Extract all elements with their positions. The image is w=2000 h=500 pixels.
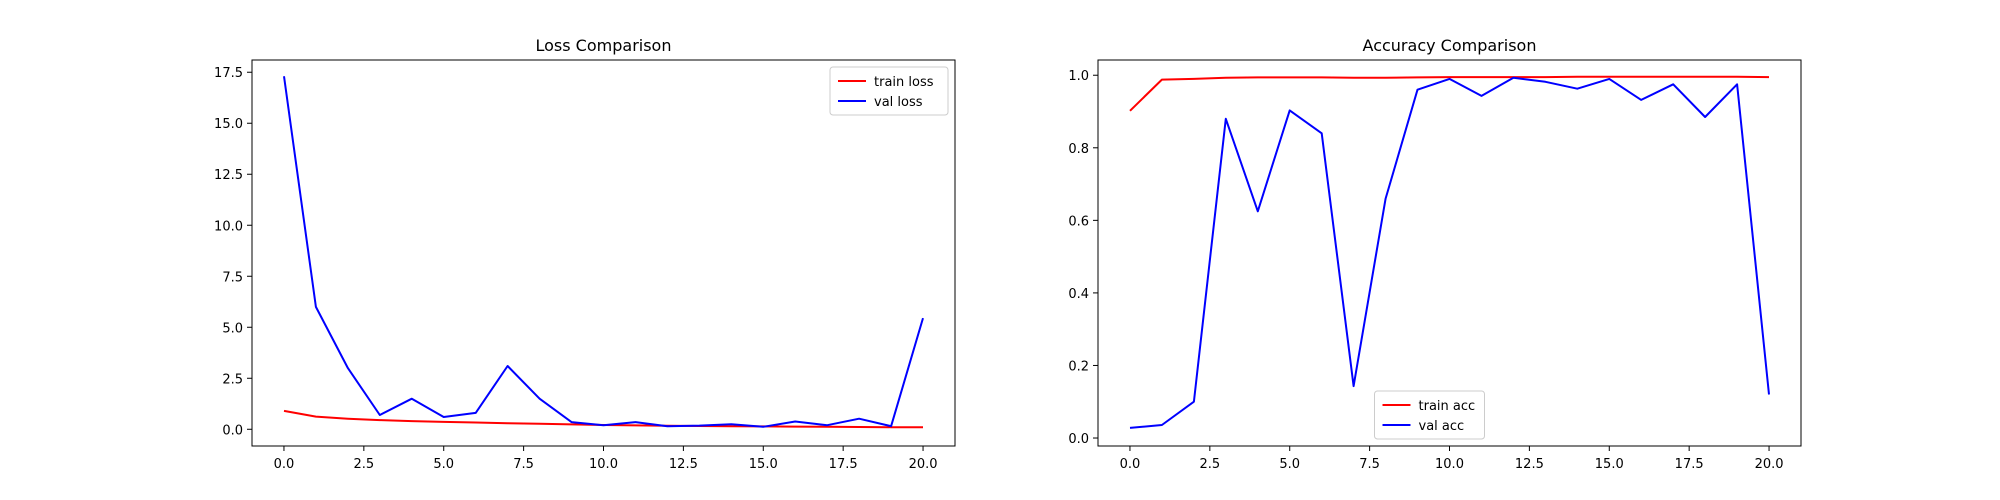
chart-1-xtick-label: 7.5 [513,457,534,472]
chart-2-ytick-label: 0.6 [1068,214,1089,229]
chart-1-title: Loss Comparison [536,36,672,55]
chart-2-legend-label: val acc [1419,419,1465,434]
chart-1-xtick-label: 20.0 [909,457,938,472]
chart-2-ytick-label: 0.4 [1068,287,1089,302]
chart-2-xtick-label: 15.0 [1595,457,1624,472]
chart-1-ytick-label: 5.0 [222,321,243,336]
chart-2-xtick-label: 12.5 [1515,457,1544,472]
chart-2-xtick-label: 2.5 [1199,457,1220,472]
chart-1-legend-label: train loss [874,75,934,90]
chart-1-legend: train loss val loss [829,66,949,116]
chart-1-ytick-label: 17.5 [214,66,243,81]
chart-1-ytick-label: 0.0 [222,423,243,438]
chart-1-axes-frame [251,59,956,447]
chart-1-xtick-label: 15.0 [749,457,778,472]
chart-2-ytick-label: 1.0 [1068,69,1089,84]
chart-2-legend: train acc val acc [1374,390,1485,440]
chart-2: Accuracy Comparison 0.0 2.5 5.0 7.5 10.0 12.5 1… [1068,36,1802,472]
chart-2-xtick-label: 10.0 [1435,457,1464,472]
chart-2-legend-box [1374,390,1485,440]
chart-1-legend-label: val loss [874,95,923,110]
chart-1-series-val-loss [283,76,924,428]
chart-2-ytick-label: 0.8 [1068,142,1089,157]
chart-1-ytick-label: 12.5 [214,168,243,183]
chart-1-xtick-label: 17.5 [829,457,858,472]
chart-1-ytick-label: 7.5 [222,270,243,285]
chart-2-xtick-label: 20.0 [1755,457,1784,472]
chart-2-title: Accuracy Comparison [1363,36,1537,55]
chart-2-xtick-label: 7.5 [1359,457,1380,472]
chart-1-xtick-label: 10.0 [589,457,618,472]
chart-1-ytick-label: 2.5 [222,372,243,387]
chart-1: Loss Comparison 0.0 2.5 5.0 7.5 10.0 12.5 15.0 1… [214,36,956,472]
chart-2-series-val-acc [1129,76,1770,429]
chart-1-xtick-label: 5.0 [433,457,454,472]
chart-2-legend-label: train acc [1419,399,1476,414]
chart-1-ytick-label: 15.0 [214,117,243,132]
chart-1-xtick-label: 0.0 [274,457,295,472]
chart-1-legend-box [829,66,949,116]
chart-1-xtick-label: 2.5 [353,457,374,472]
chart-2-xtick-label: 17.5 [1675,457,1704,472]
chart-2-xtick-label: 0.0 [1120,457,1141,472]
chart-2-ytick-label: 0.2 [1068,359,1089,374]
chart-2-axes-frame [1097,59,1802,447]
chart-1-ytick-label: 10.0 [214,219,243,234]
chart-1-xtick-label: 12.5 [669,457,698,472]
chart-2-xtick-label: 5.0 [1279,457,1300,472]
chart-2-ytick-label: 0.0 [1068,432,1089,447]
chart-2-series-train-acc [1129,75,1770,112]
